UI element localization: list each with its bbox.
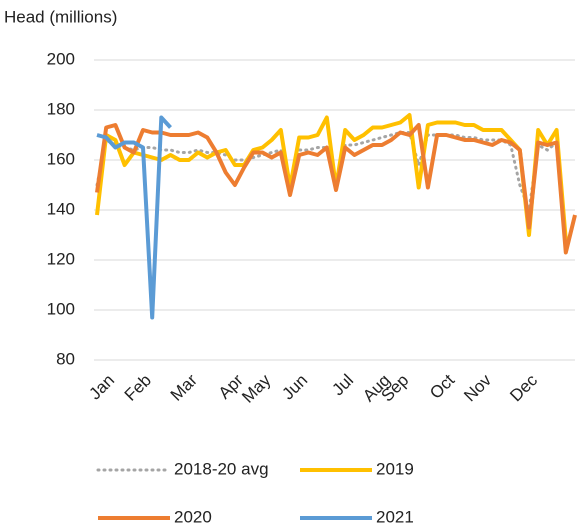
legend-label: 2020 bbox=[174, 507, 212, 526]
x-tick-label: Mar bbox=[167, 370, 201, 404]
x-tick-label: Oct bbox=[426, 370, 458, 402]
legend-label: 2021 bbox=[376, 507, 414, 526]
y-tick-label: 80 bbox=[56, 349, 75, 368]
x-tick-label: Nov bbox=[460, 370, 495, 405]
legend-label: 2019 bbox=[376, 459, 414, 478]
y-tick-label: 140 bbox=[47, 199, 75, 218]
x-tick-label: May bbox=[238, 370, 274, 406]
legend-label: 2018-20 avg bbox=[174, 459, 269, 478]
series-line bbox=[96, 115, 172, 320]
x-tick-label: Jul bbox=[328, 371, 357, 400]
y-axis-label: Head (millions) bbox=[4, 7, 117, 26]
x-tick-label: Dec bbox=[506, 370, 541, 405]
y-tick-label: 100 bbox=[47, 299, 75, 318]
series-line bbox=[95, 123, 577, 255]
x-tick-label: Jan bbox=[85, 371, 118, 404]
series-line bbox=[95, 113, 568, 241]
y-tick-label: 180 bbox=[47, 99, 75, 118]
x-tick-label: Jun bbox=[278, 371, 311, 404]
y-tick-label: 120 bbox=[47, 249, 75, 268]
y-tick-label: 200 bbox=[47, 49, 75, 68]
y-tick-label: 160 bbox=[47, 149, 75, 168]
x-tick-label: Feb bbox=[121, 371, 155, 405]
